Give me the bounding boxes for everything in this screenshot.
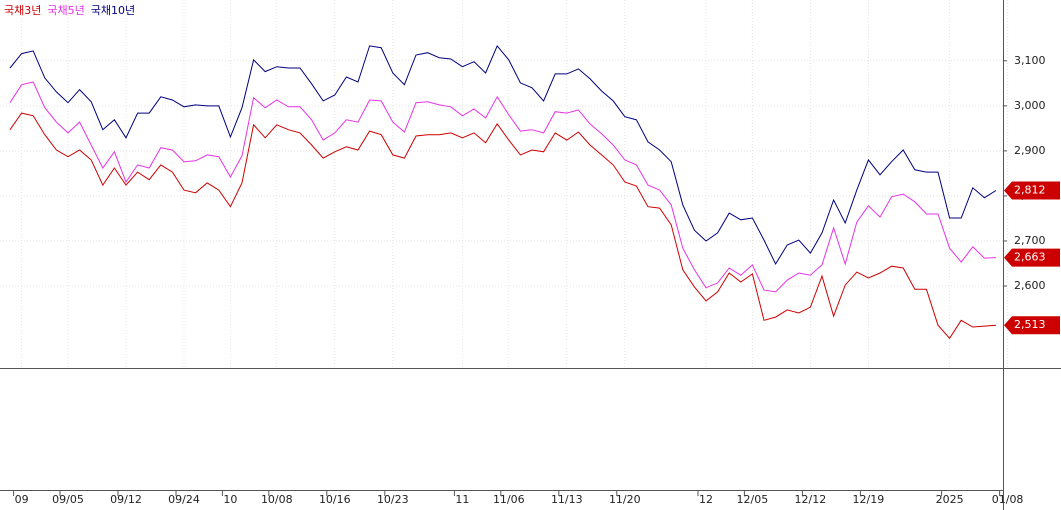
last-value-tag — [1004, 248, 1060, 267]
x-tick-label: 12/05 — [737, 493, 769, 506]
y-tick-label: 2,900 — [1014, 144, 1046, 157]
legend-label: 국채10년 — [91, 4, 135, 17]
y-tick-label: 2,600 — [1014, 279, 1046, 292]
last-value-label: 2,513 — [1014, 318, 1046, 331]
x-tick-label: 10 — [223, 493, 237, 506]
x-tick-label: 11/20 — [609, 493, 641, 506]
x-tick-label: 12/19 — [853, 493, 885, 506]
x-tick-label: 12 — [699, 493, 713, 506]
last-value-label: 2,663 — [1014, 251, 1046, 264]
x-tick-label: 2025 — [936, 493, 964, 506]
x-tick-label: 10/08 — [261, 493, 293, 506]
x-tick-label: 12/12 — [795, 493, 827, 506]
y-tick-label: 2,700 — [1014, 234, 1046, 247]
legend-label: 국채3년 — [4, 4, 41, 17]
x-tick-label: 09/12 — [110, 493, 142, 506]
last-value-tag — [1004, 316, 1060, 335]
x-tick-label: 10/16 — [319, 493, 351, 506]
x-tick-label: 11/13 — [551, 493, 583, 506]
x-tick-label: 11/06 — [493, 493, 525, 506]
y-tick-label: 3,000 — [1014, 99, 1046, 112]
series-line — [9, 112, 997, 340]
x-tick-label: 09/24 — [168, 493, 200, 506]
series-line — [9, 44, 997, 266]
series-line — [9, 81, 997, 293]
x-tick-label: 10/23 — [377, 493, 409, 506]
last-value-tag — [1004, 181, 1060, 200]
x-tick-label: 11 — [455, 493, 469, 506]
x-tick-label: 09/05 — [52, 493, 84, 506]
last-value-label: 2,812 — [1014, 184, 1046, 197]
x-tick-label: 09 — [15, 493, 29, 506]
y-tick-label: 3,100 — [1014, 54, 1046, 67]
legend-label: 국채5년 — [47, 4, 84, 17]
x-tick-label: 01/08 — [992, 493, 1024, 506]
